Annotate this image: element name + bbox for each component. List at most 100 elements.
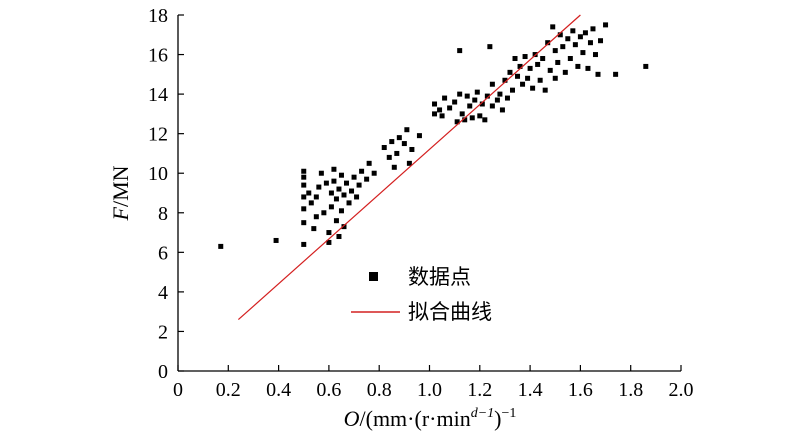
data-point <box>338 208 344 214</box>
data-point <box>525 75 531 81</box>
y-tick-label: 10 <box>148 163 168 185</box>
y-tick-label: 2 <box>158 321 168 343</box>
data-point <box>331 178 337 184</box>
data-point <box>489 81 495 87</box>
data-point <box>364 176 370 182</box>
data-point <box>598 38 604 44</box>
data-point <box>545 40 551 46</box>
data-point <box>515 73 521 79</box>
data-point <box>522 54 528 60</box>
y-axis-title: F/MN <box>108 165 133 221</box>
data-point <box>316 184 322 190</box>
data-point <box>562 69 568 75</box>
data-point <box>318 170 324 176</box>
legend-label-fit-curve: 拟合曲线 <box>408 300 492 324</box>
data-point <box>308 200 314 206</box>
data-point <box>313 214 319 220</box>
data-point <box>572 42 578 48</box>
data-point <box>386 154 392 160</box>
data-point <box>512 56 518 62</box>
data-point <box>587 40 593 46</box>
y-tick-label: 0 <box>158 361 168 383</box>
data-point <box>218 243 224 249</box>
data-point <box>552 75 558 81</box>
data-point <box>326 230 332 236</box>
data-point <box>489 103 495 109</box>
x-tick-label: 0.6 <box>316 379 341 401</box>
data-point <box>592 52 598 58</box>
data-point <box>351 174 357 180</box>
data-point <box>301 182 307 188</box>
data-point <box>313 194 319 200</box>
data-point <box>391 164 397 170</box>
legend-marker-square <box>369 272 378 281</box>
data-point <box>321 210 327 216</box>
data-point <box>535 61 541 67</box>
data-point <box>273 237 279 243</box>
x-tick-label: 0.2 <box>216 379 241 401</box>
data-point <box>454 119 460 125</box>
data-point <box>301 206 307 212</box>
data-point <box>517 63 523 69</box>
y-tick-label: 4 <box>158 282 168 304</box>
data-point <box>509 87 515 93</box>
data-point <box>341 192 347 198</box>
data-point <box>333 218 339 224</box>
data-point <box>301 174 307 180</box>
data-point <box>462 117 468 123</box>
data-point <box>595 71 601 77</box>
data-point <box>371 170 377 176</box>
data-point <box>499 107 505 113</box>
data-point <box>590 26 596 32</box>
data-point <box>560 44 566 50</box>
data-point <box>341 224 347 230</box>
x-tick-label: 1.8 <box>618 379 643 401</box>
data-point <box>354 194 360 200</box>
data-point <box>356 182 362 188</box>
data-point <box>323 180 329 186</box>
x-tick-label: 2.0 <box>669 379 694 401</box>
data-point <box>326 239 332 245</box>
data-point <box>464 93 470 99</box>
x-tick-label: 0.8 <box>367 379 392 401</box>
y-tick-label: 8 <box>158 203 168 225</box>
y-tick-label: 18 <box>148 5 168 27</box>
data-point <box>575 63 581 69</box>
data-point <box>406 160 412 166</box>
data-point <box>344 180 350 186</box>
data-point <box>507 69 513 75</box>
data-point <box>577 34 583 40</box>
data-point <box>487 44 493 50</box>
axis-titles: F/MN O/(mm·(r·mind−1)−1 <box>108 165 516 431</box>
data-point <box>537 77 543 83</box>
data-point <box>416 133 422 139</box>
fit-line-layer <box>237 14 581 321</box>
data-point <box>447 105 453 111</box>
data-point <box>613 71 619 77</box>
data-point <box>477 113 483 119</box>
x-tick-label: 0.4 <box>266 379 291 401</box>
data-points <box>218 22 649 249</box>
data-point <box>457 48 463 54</box>
data-point <box>404 127 410 133</box>
data-point <box>439 113 445 119</box>
data-point <box>550 24 556 30</box>
data-point <box>336 234 342 240</box>
data-point <box>585 65 591 71</box>
data-point <box>328 204 334 210</box>
data-point <box>474 89 480 95</box>
data-point <box>552 48 558 54</box>
data-point <box>336 186 342 192</box>
data-point <box>540 56 546 62</box>
data-point <box>432 111 438 117</box>
legend-label-data-points: 数据点 <box>408 265 471 289</box>
x-tick-label: 1.0 <box>417 379 442 401</box>
data-point <box>346 200 352 206</box>
data-point <box>467 103 473 109</box>
data-point <box>349 188 355 194</box>
data-point <box>497 91 503 97</box>
data-point <box>389 139 395 145</box>
data-point <box>381 145 387 151</box>
data-point <box>396 135 402 141</box>
data-point <box>557 32 563 38</box>
